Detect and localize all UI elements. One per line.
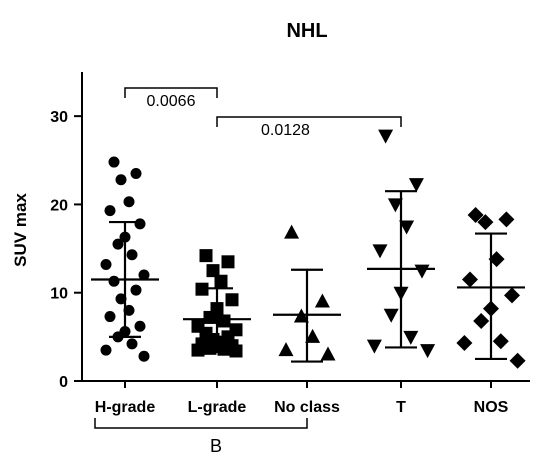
- data-point: [456, 335, 473, 352]
- data-point: [123, 304, 135, 316]
- p-value-label: 0.0066: [147, 93, 196, 110]
- data-point: [126, 249, 138, 261]
- data-point: [130, 284, 142, 296]
- data-point: [112, 238, 124, 250]
- x-tick-label: T: [396, 399, 406, 416]
- data-point: [372, 244, 388, 259]
- group-bracket: [94, 418, 308, 429]
- data-point: [199, 249, 213, 263]
- data-point: [509, 352, 526, 369]
- data-point: [414, 264, 430, 279]
- data-point: [217, 342, 231, 356]
- data-point: [100, 344, 112, 356]
- x-tick-label: H-grade: [95, 399, 156, 416]
- data-point: [477, 214, 494, 231]
- data-point: [221, 255, 235, 269]
- data-point: [387, 198, 403, 213]
- data-point: [420, 344, 436, 359]
- data-point: [108, 156, 120, 168]
- data-point: [473, 312, 490, 329]
- data-point: [462, 271, 478, 288]
- data-point: [138, 269, 150, 281]
- data-point: [305, 328, 321, 343]
- x-tick-label: NOS: [474, 399, 509, 416]
- data-point: [214, 274, 228, 288]
- y-tick-label: 30: [50, 109, 68, 126]
- data-point: [126, 338, 138, 350]
- data-point: [115, 293, 127, 305]
- x-tick-label: No class: [274, 399, 340, 416]
- chart-title: NHL: [286, 20, 327, 42]
- data-point: [225, 293, 239, 307]
- significance-brackets-layer: 0.0066 0.0128 B: [94, 87, 402, 456]
- significance-bracket: [216, 116, 402, 127]
- data-point: [191, 343, 205, 357]
- data-point: [278, 342, 294, 357]
- data-point: [108, 275, 120, 287]
- group-bracket-label: B: [210, 436, 222, 456]
- data-point: [229, 344, 243, 358]
- y-tick-label: 0: [59, 374, 68, 391]
- axis-ticks-layer: 0 10 20 30 H-grade L-grade No class T NOS: [50, 109, 508, 416]
- data-point: [100, 258, 112, 270]
- y-tick-label: 20: [50, 197, 68, 214]
- data-point: [217, 314, 231, 328]
- p-value-label: 0.0128: [261, 122, 310, 139]
- y-axis-label: SUV max: [11, 193, 30, 267]
- data-point: [284, 224, 300, 239]
- significance-bracket: [124, 87, 218, 98]
- data-point: [115, 174, 127, 186]
- data-point: [467, 207, 484, 224]
- data-point: [504, 287, 520, 304]
- data-point: [206, 264, 220, 278]
- data-point: [320, 346, 336, 361]
- data-point: [399, 220, 415, 235]
- data-point: [383, 308, 399, 323]
- data-point: [104, 205, 116, 217]
- data-points-layer: [100, 129, 526, 369]
- data-point: [403, 330, 419, 345]
- data-point: [134, 320, 146, 332]
- data-point: [366, 339, 382, 354]
- data-point: [314, 293, 330, 308]
- y-tick-label: 10: [50, 286, 68, 303]
- data-point: [203, 310, 217, 324]
- data-point: [130, 168, 142, 180]
- data-point: [488, 251, 505, 268]
- data-point: [123, 196, 135, 208]
- data-point: [498, 211, 515, 228]
- x-tick-label: L-grade: [188, 399, 247, 416]
- data-point: [378, 129, 394, 144]
- error-bars-layer: [91, 190, 525, 363]
- data-point: [492, 333, 509, 350]
- data-point: [408, 178, 424, 193]
- data-point: [134, 218, 146, 230]
- data-point: [104, 311, 116, 323]
- data-point: [138, 350, 150, 362]
